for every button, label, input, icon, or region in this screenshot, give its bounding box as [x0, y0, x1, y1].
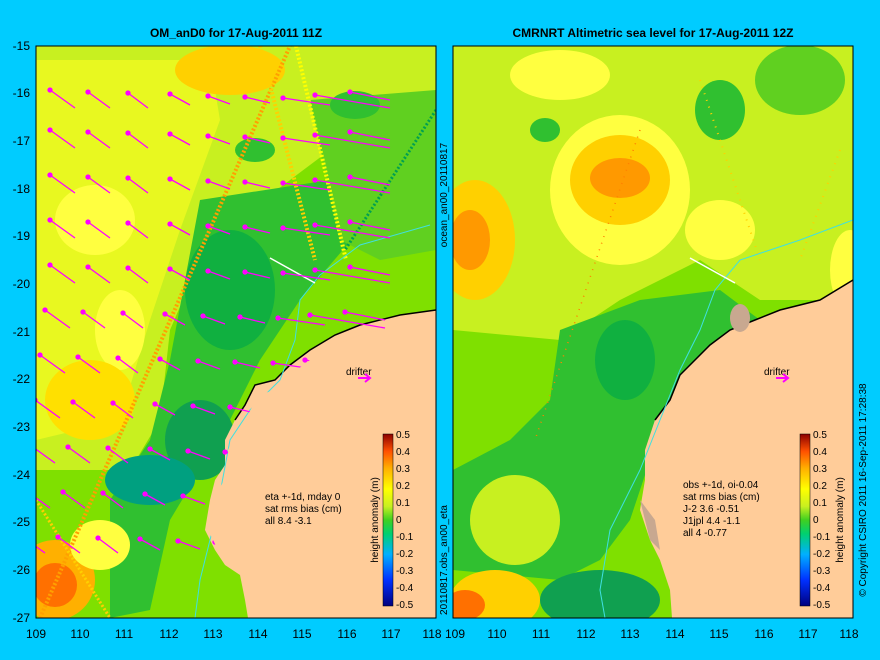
cb-tick: 0.2 — [813, 481, 827, 492]
left-sat-track-3 — [258, 46, 317, 261]
y-tick: -19 — [13, 229, 31, 243]
x-tick: 109 — [445, 627, 465, 641]
y-tick: -24 — [13, 468, 31, 482]
x-tick: 115 — [292, 627, 311, 641]
y-tick: -25 — [13, 515, 31, 529]
left-x-axis: 109 110 111 112 113 114 115 116 117 118 — [26, 627, 442, 641]
cb-tick: 0.1 — [396, 498, 410, 509]
y-tick: -16 — [13, 86, 31, 100]
cb-tick: -0.1 — [396, 532, 414, 543]
drifter-arrow-icon — [358, 373, 372, 383]
left-drifter: drifter — [346, 367, 372, 383]
y-tick: -18 — [13, 182, 31, 196]
left-side-label: ocean_an00_20110817 — [439, 142, 450, 247]
x-tick: 113 — [203, 627, 222, 641]
x-tick: 111 — [532, 627, 551, 641]
stats-line: all 8.4 -3.1 — [265, 516, 312, 527]
x-tick: 117 — [381, 627, 400, 641]
cb-tick: -0.4 — [396, 583, 414, 594]
left-stats: eta +-1d, mday 0 sat rms bias (cm) all 8… — [265, 492, 342, 527]
cb-tick: 0.5 — [813, 430, 827, 441]
copyright-label: © Copyright CSIRO 2011 16-Sep-2011 17:28… — [858, 383, 869, 597]
right-stats: obs +-1d, oi-0.04 sat rms bias (cm) J-2 … — [683, 480, 760, 539]
cb-tick: 0.3 — [396, 464, 410, 475]
colorbar-label: height anomaly (m) — [835, 477, 846, 563]
x-tick: 115 — [709, 627, 728, 641]
cb-tick: 0.3 — [813, 464, 827, 475]
stats-line: obs +-1d, oi-0.04 — [683, 480, 759, 491]
cb-tick: -0.2 — [813, 549, 831, 560]
left-side-label-bottom: 20110817.obs_an00_eta — [439, 505, 450, 615]
left-velocity-arrows — [36, 87, 391, 554]
y-tick: -27 — [13, 611, 31, 625]
drifter-arrow-icon — [776, 373, 790, 383]
drifter-label: drifter — [764, 367, 790, 378]
cb-tick: -0.5 — [813, 600, 831, 611]
stats-line: eta +-1d, mday 0 — [265, 492, 341, 503]
cb-tick: 0 — [396, 515, 402, 526]
x-tick: 110 — [70, 627, 89, 641]
x-tick: 118 — [422, 627, 441, 641]
x-tick: 114 — [248, 627, 267, 641]
x-tick: 118 — [839, 627, 858, 641]
drifter-label: drifter — [346, 367, 372, 378]
stats-line: J-2 3.6 -0.51 — [683, 504, 740, 515]
left-y-axis: -15 -16 -17 -18 -19 -20 -21 -22 -23 -24 … — [13, 39, 31, 625]
y-tick: -17 — [13, 134, 31, 148]
y-tick: -26 — [13, 563, 31, 577]
left-sat-track-5 — [36, 499, 112, 618]
left-colorbar: 0.5 0.4 0.3 0.2 0.1 0 -0.1 -0.2 -0.3 -0.… — [370, 430, 414, 611]
cb-tick: -0.5 — [396, 600, 414, 611]
cb-tick: 0.1 — [813, 498, 827, 509]
cb-tick: 0.5 — [396, 430, 410, 441]
cb-tick: 0.4 — [396, 447, 410, 458]
y-tick: -21 — [13, 325, 31, 339]
cb-tick: -0.3 — [396, 566, 414, 577]
y-tick: -23 — [13, 420, 31, 434]
right-colorbar: 0.5 0.4 0.3 0.2 0.1 0 -0.1 -0.2 -0.3 -0.… — [799, 430, 846, 611]
left-sat-track-1 — [38, 46, 292, 618]
stats-line: sat rms bias (cm) — [683, 492, 760, 503]
right-panel-title: CMRNRT Altimetric sea level for 17-Aug-2… — [513, 26, 794, 40]
x-tick: 117 — [798, 627, 817, 641]
x-tick: 112 — [576, 627, 595, 641]
x-tick: 114 — [665, 627, 684, 641]
x-tick: 112 — [159, 627, 178, 641]
cb-tick: -0.3 — [813, 566, 831, 577]
left-map-panel — [36, 46, 436, 618]
x-tick: 110 — [487, 627, 506, 641]
cb-tick: -0.2 — [396, 549, 414, 560]
x-tick: 109 — [26, 627, 46, 641]
colorbar-label: height anomaly (m) — [370, 477, 381, 563]
y-tick: -20 — [13, 277, 31, 291]
y-tick: -15 — [13, 39, 31, 53]
x-tick: 113 — [620, 627, 639, 641]
cb-tick: -0.1 — [813, 532, 831, 543]
cb-tick: -0.4 — [813, 583, 831, 594]
cb-tick: 0.2 — [396, 481, 410, 492]
y-tick: -22 — [13, 372, 31, 386]
stats-line: J1jpl 4.4 -1.1 — [683, 516, 741, 527]
stats-line: all 4 -0.77 — [683, 528, 727, 539]
cb-tick: 0 — [813, 515, 819, 526]
x-tick: 111 — [115, 627, 134, 641]
cb-tick: 0.4 — [813, 447, 827, 458]
left-panel-title: OM_anD0 for 17-Aug-2011 11Z — [150, 26, 322, 40]
x-tick: 116 — [754, 627, 773, 641]
right-drifter: drifter — [764, 367, 790, 383]
right-x-axis: 109 110 111 112 113 114 115 116 117 118 — [445, 627, 859, 641]
left-sat-track-2 — [294, 46, 348, 261]
x-tick: 116 — [337, 627, 356, 641]
stats-line: sat rms bias (cm) — [265, 504, 342, 515]
